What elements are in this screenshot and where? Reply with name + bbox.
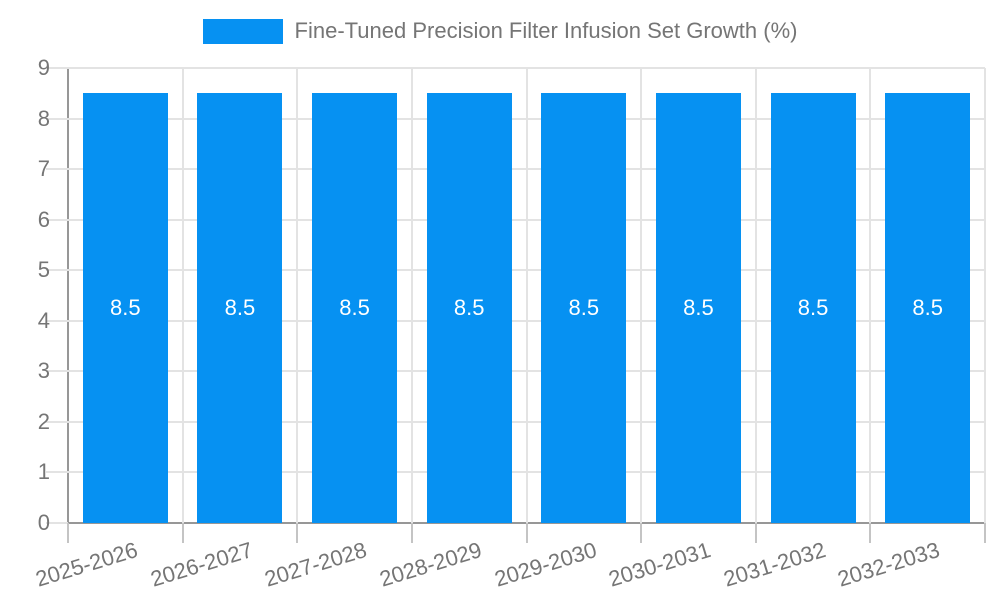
y-axis-label: 3 [37,358,50,384]
legend-label: Fine-Tuned Precision Filter Infusion Set… [294,18,798,43]
y-axis-label: 1 [37,459,50,485]
y-axis-tick [46,420,68,423]
x-axis-label: 2027-2028 [261,537,370,592]
x-axis-tick [754,523,757,543]
y-axis-label: 5 [37,257,50,283]
v-gridline [181,68,184,523]
x-axis-tick [640,523,643,543]
y-axis-tick [46,269,68,272]
bar[interactable]: 8.5 [82,93,168,523]
x-axis-label: 2028-2029 [376,537,485,592]
y-axis-tick [46,168,68,171]
bar-value-label: 8.5 [683,295,714,321]
y-axis-tick [46,218,68,221]
bar-value-label: 8.5 [453,295,485,321]
y-axis-tick [46,67,68,69]
x-axis-tick [869,523,872,543]
y-axis-label: 4 [37,307,50,333]
y-axis-label: 7 [37,156,50,182]
legend-swatch-icon [202,18,283,44]
x-axis-tick [296,523,299,543]
x-axis-tick [984,523,986,543]
bar-value-label: 8.5 [912,295,943,321]
legend-item[interactable]: Fine-Tuned Precision Filter Infusion Set… [202,18,798,44]
y-axis-label: 9 [37,55,50,80]
x-axis-tick [410,523,413,543]
bar-value-label: 8.5 [110,295,141,321]
legend: Fine-Tuned Precision Filter Infusion Set… [0,16,1000,46]
x-axis-label: 2030-2031 [605,537,714,592]
y-axis-tick [46,522,68,524]
v-gridline [296,68,299,523]
y-axis-line [67,68,69,523]
v-gridline [410,68,413,523]
y-axis-tick [46,370,68,373]
x-axis-label: 2025-2026 [32,537,141,592]
y-axis-label: 6 [37,206,50,232]
plot-area: 8.5 8.5 8.5 8.5 8.5 8.5 8.5 8.5 [46,67,986,543]
x-axis-label: 2029-2030 [491,537,600,592]
v-gridline [869,68,872,523]
bar-value-label: 8.5 [568,295,600,321]
x-axis-tick [67,523,69,543]
x-axis-label: 2031-2032 [720,537,829,592]
bar[interactable]: 8.5 [312,93,398,523]
x-axis-tick [525,523,528,543]
v-gridline [525,68,528,523]
bar-value-label: 8.5 [339,295,370,321]
y-axis-tick [46,471,68,474]
bar[interactable]: 8.5 [770,93,856,523]
x-axis-label: 2032-2033 [835,537,943,592]
bar[interactable]: 8.5 [885,93,971,523]
y-axis-label: 8 [37,105,50,131]
y-axis-label: 0 [37,510,50,535]
bar[interactable]: 8.5 [426,93,512,523]
x-axis-tick [181,523,184,543]
v-gridline [640,68,643,523]
y-axis-tick [46,117,68,120]
bar[interactable]: 8.5 [655,93,741,523]
v-gridline [984,68,986,523]
bar-value-label: 8.5 [797,295,829,321]
y-axis-label: 2 [37,408,50,434]
bar[interactable]: 8.5 [541,93,627,523]
y-axis-tick [46,319,68,322]
x-axis-label: 2026-2027 [147,537,256,592]
bar-value-label: 8.5 [224,295,256,321]
v-gridline [754,68,757,523]
bar[interactable]: 8.5 [197,93,283,523]
